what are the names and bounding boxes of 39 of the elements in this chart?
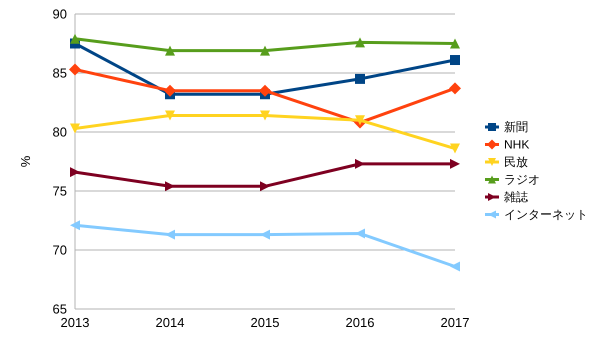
- point: [165, 110, 175, 120]
- y-tick-label: 70: [52, 242, 67, 258]
- y-tick-label: 65: [52, 302, 67, 317]
- point: [450, 262, 460, 272]
- y-axis-title: %: [18, 155, 33, 168]
- point: [70, 34, 80, 44]
- point: [449, 82, 461, 94]
- point: [69, 63, 81, 76]
- point: [450, 38, 460, 48]
- point: [70, 167, 80, 178]
- point: [355, 115, 365, 126]
- legend-label: 雑誌: [504, 190, 528, 204]
- point: [355, 74, 365, 84]
- point: [260, 46, 270, 56]
- point: [260, 110, 270, 120]
- x-tick-label: 2017: [440, 315, 470, 330]
- legend-label: インターネット: [504, 208, 588, 222]
- point: [450, 158, 460, 169]
- point: [70, 220, 80, 230]
- point: [450, 55, 460, 66]
- point: [164, 84, 176, 97]
- legend-label: NHK: [504, 138, 530, 152]
- x-tick-label: 2016: [346, 315, 374, 330]
- legend-label: 民放: [504, 155, 528, 170]
- point: [260, 181, 270, 192]
- x-tick-label: 2015: [250, 315, 280, 330]
- point: [165, 46, 175, 56]
- point: [355, 37, 365, 48]
- y-tick-label: 90: [52, 6, 67, 22]
- y-tick-label: 75: [52, 184, 67, 199]
- y-tick-label: 80: [52, 124, 67, 140]
- x-tick-label: 2013: [60, 315, 90, 330]
- legend-label: 新聞: [504, 120, 528, 134]
- x-tick-label: 2014: [156, 315, 184, 330]
- y-tick-label: 85: [52, 66, 67, 81]
- point: [70, 123, 80, 134]
- legend-label: ラジオ: [504, 172, 540, 187]
- point: [259, 84, 271, 97]
- point: [450, 144, 460, 154]
